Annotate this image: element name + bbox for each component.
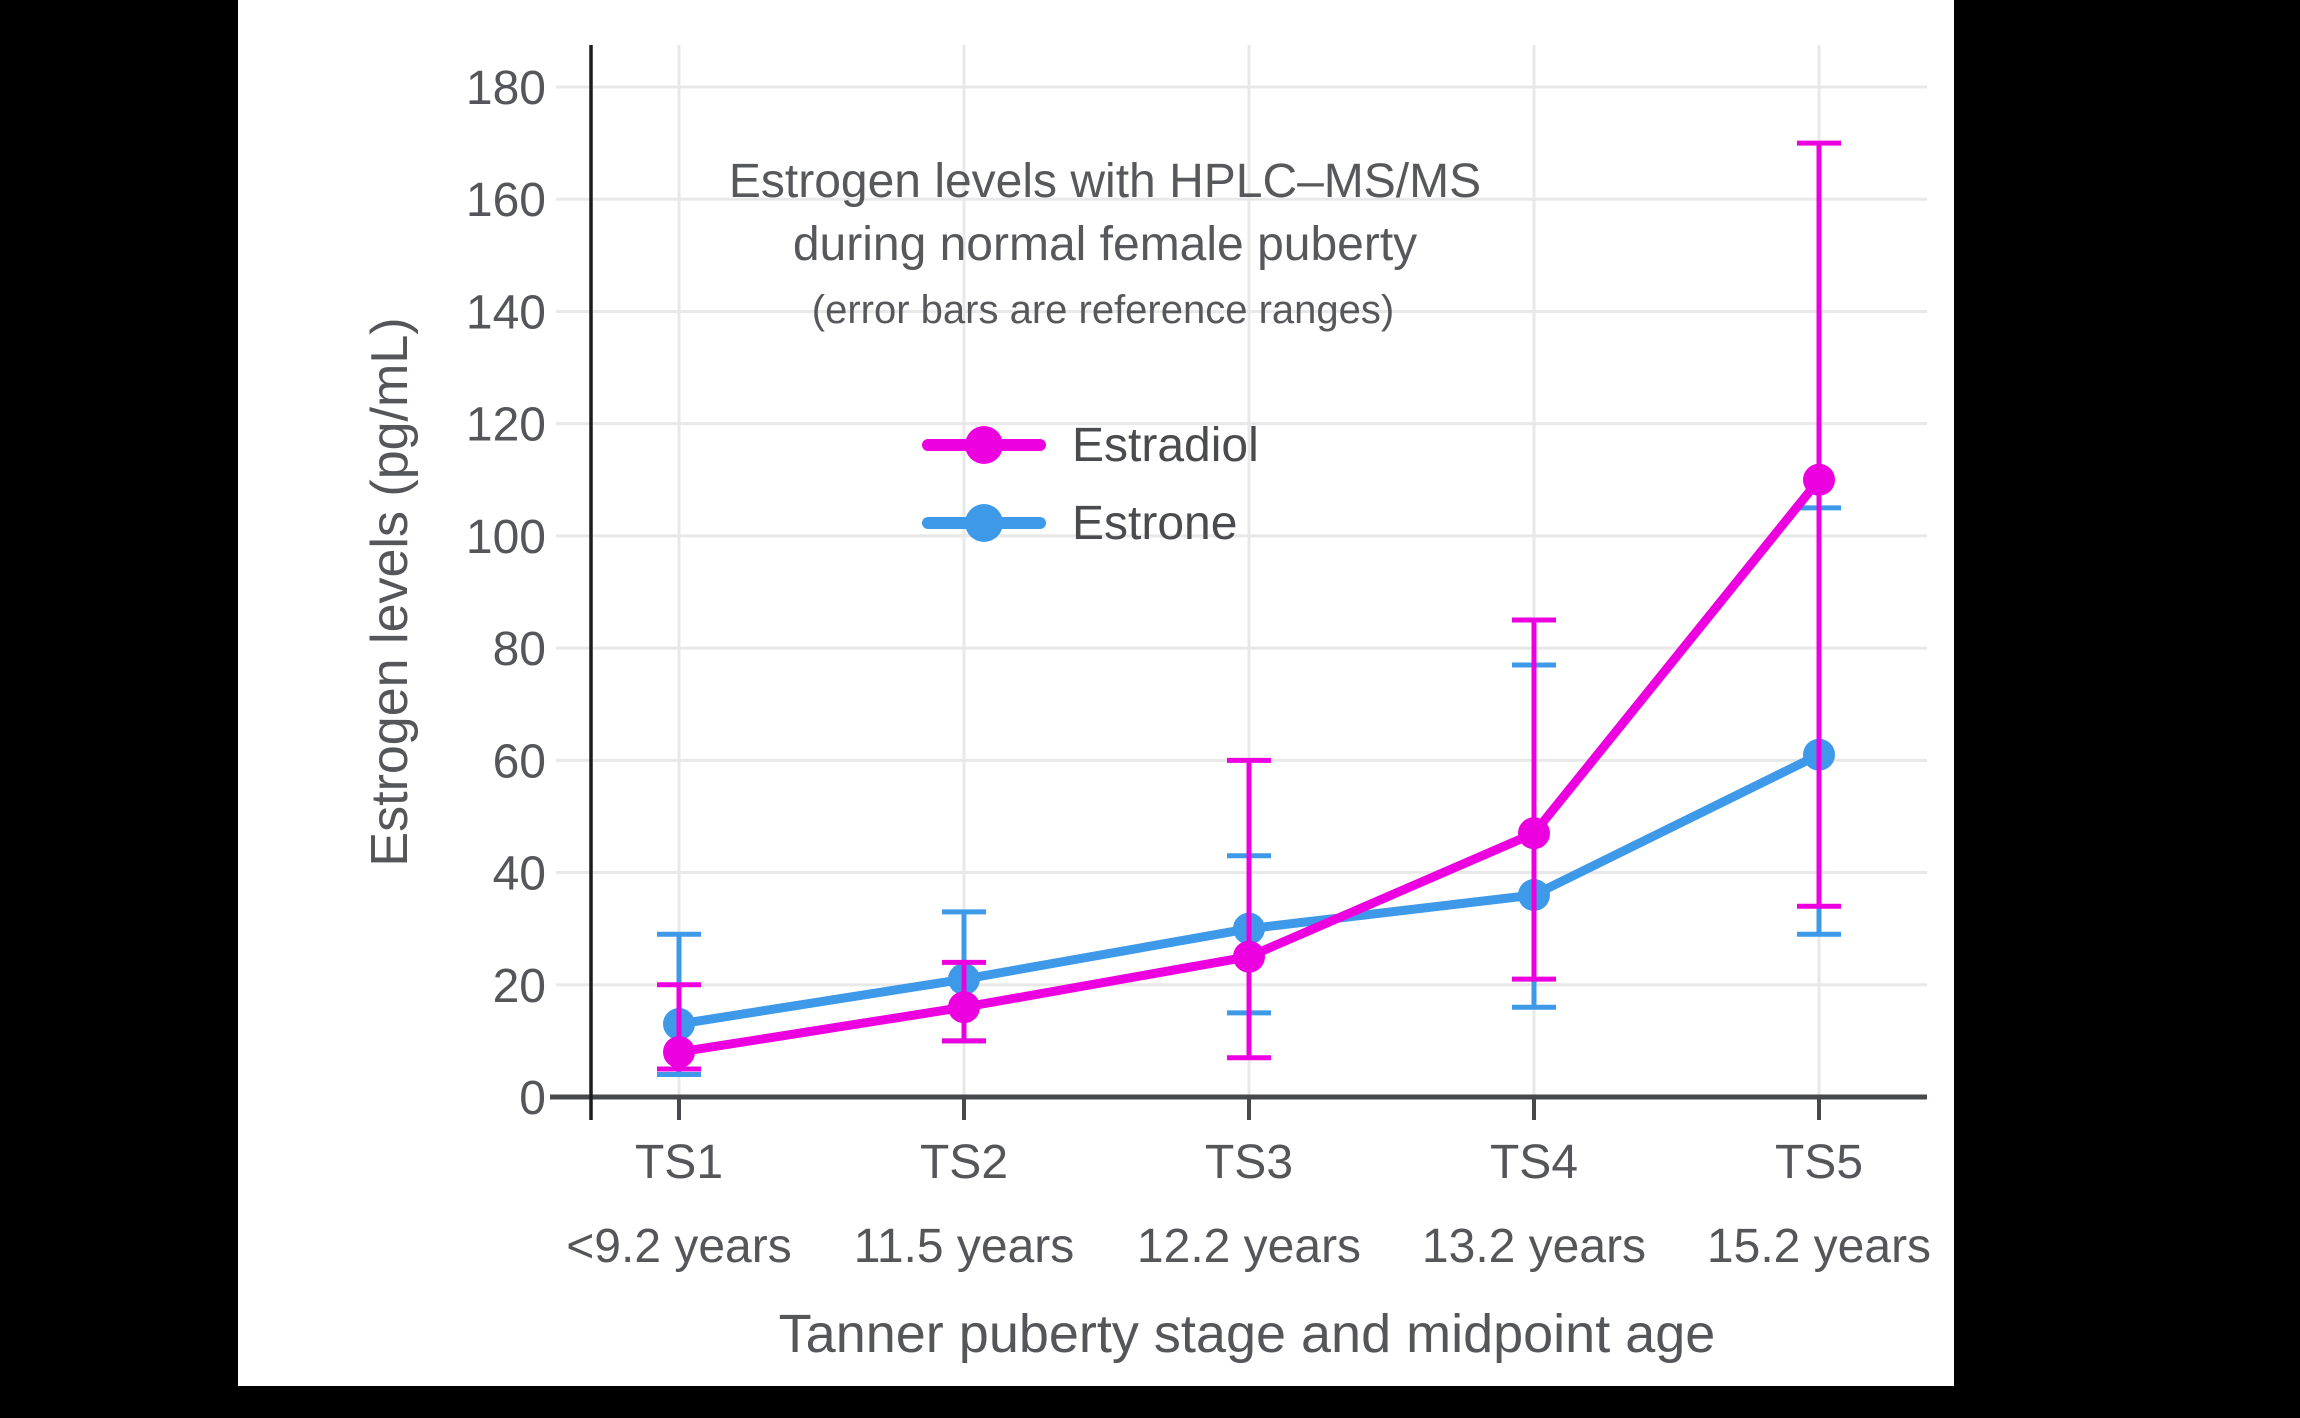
y-tick-label: 100 [466, 511, 546, 564]
y-tick-label: 0 [519, 1072, 546, 1125]
x-tick-age-label: 11.5 years [854, 1220, 1075, 1273]
chart-title-line2: during normal female puberty [792, 218, 1418, 271]
data-point-estradiol-ts4 [1518, 817, 1550, 850]
y-tick-label: 180 [466, 62, 546, 115]
x-tick-stage-label: TS5 [1775, 1136, 1863, 1189]
y-tick-label: 160 [466, 174, 546, 227]
x-tick-stage-label: TS3 [1205, 1136, 1293, 1189]
legend-label-estrone: Estrone [1072, 496, 1238, 550]
data-point-estradiol-ts1 [663, 1036, 695, 1069]
y-axis-title: Estrogen levels (pg/mL) [361, 317, 419, 867]
chart-canvas [238, 0, 1954, 1386]
data-point-estradiol-ts3 [1233, 940, 1265, 973]
x-tick-age-label: <9.2 years [566, 1220, 791, 1273]
x-tick-age-label: 12.2 years [1137, 1220, 1361, 1273]
estrone-dot-icon [965, 504, 1003, 542]
legend-item-estrone: Estrone [922, 495, 1259, 551]
x-tick-stage-label: TS1 [635, 1136, 723, 1189]
data-point-estradiol-ts2 [948, 991, 980, 1024]
estradiol-dot-icon [965, 426, 1003, 464]
legend: Estradiol Estrone [922, 417, 1259, 573]
y-tick-label: 80 [493, 623, 546, 676]
x-axis-title: Tanner puberty stage and midpoint age [778, 1304, 1716, 1364]
x-tick-stage-label: TS2 [920, 1136, 1008, 1189]
estradiol-line-icon [922, 426, 1046, 464]
chart-title-line1: Estrogen levels with HPLC–MS/MS [728, 155, 1482, 208]
x-tick-age-label: 15.2 years [1707, 1220, 1931, 1273]
chart-subtitle: (error bars are reference ranges) [811, 288, 1395, 332]
legend-item-estradiol: Estradiol [922, 417, 1259, 473]
data-point-estradiol-ts5 [1803, 463, 1835, 496]
x-tick-age-label: 13.2 years [1422, 1220, 1646, 1273]
estrone-line-icon [922, 504, 1046, 542]
x-tick-stage-label: TS4 [1490, 1136, 1578, 1189]
y-tick-label: 120 [466, 399, 546, 452]
y-tick-label: 40 [493, 848, 546, 901]
legend-label-estradiol: Estradiol [1072, 418, 1259, 472]
y-tick-label: 140 [466, 286, 546, 339]
y-tick-label: 60 [493, 735, 546, 788]
y-tick-label: 20 [493, 960, 546, 1013]
